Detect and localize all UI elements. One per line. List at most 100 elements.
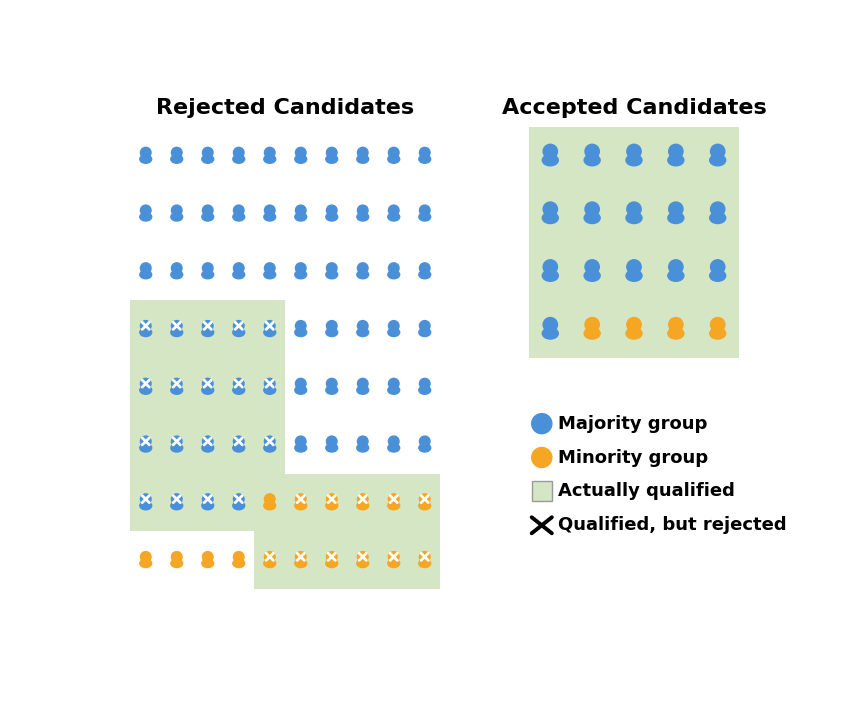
- Circle shape: [710, 317, 725, 332]
- Ellipse shape: [326, 155, 337, 163]
- Circle shape: [669, 317, 683, 332]
- Circle shape: [140, 493, 151, 504]
- Ellipse shape: [626, 328, 642, 339]
- Circle shape: [140, 263, 151, 274]
- Circle shape: [295, 205, 306, 216]
- Circle shape: [295, 436, 306, 447]
- FancyBboxPatch shape: [254, 532, 440, 589]
- Circle shape: [389, 378, 399, 389]
- Ellipse shape: [357, 559, 369, 568]
- Circle shape: [203, 436, 213, 447]
- Ellipse shape: [326, 501, 337, 510]
- Text: Qualified, but rejected: Qualified, but rejected: [558, 516, 787, 534]
- Ellipse shape: [388, 559, 400, 568]
- Text: Majority group: Majority group: [558, 414, 707, 433]
- Circle shape: [203, 320, 213, 331]
- Circle shape: [171, 551, 182, 562]
- Ellipse shape: [388, 444, 400, 452]
- Ellipse shape: [233, 155, 245, 163]
- Circle shape: [326, 147, 337, 158]
- Circle shape: [389, 320, 399, 331]
- Circle shape: [295, 378, 306, 389]
- Circle shape: [171, 205, 182, 216]
- Circle shape: [389, 263, 399, 274]
- Ellipse shape: [171, 386, 182, 395]
- Circle shape: [326, 436, 337, 447]
- Ellipse shape: [584, 270, 600, 281]
- Ellipse shape: [543, 155, 558, 166]
- Circle shape: [234, 436, 244, 447]
- Ellipse shape: [171, 155, 182, 163]
- Circle shape: [203, 551, 213, 562]
- Circle shape: [203, 205, 213, 216]
- Circle shape: [234, 320, 244, 331]
- Ellipse shape: [326, 213, 337, 221]
- Ellipse shape: [202, 271, 214, 279]
- Circle shape: [532, 448, 552, 467]
- Circle shape: [669, 144, 683, 158]
- Ellipse shape: [357, 444, 369, 452]
- Circle shape: [203, 378, 213, 389]
- Ellipse shape: [388, 155, 400, 163]
- Circle shape: [710, 259, 725, 274]
- Circle shape: [358, 205, 368, 216]
- Ellipse shape: [294, 501, 306, 510]
- Circle shape: [358, 493, 368, 504]
- Circle shape: [358, 263, 368, 274]
- Ellipse shape: [264, 444, 276, 452]
- Ellipse shape: [171, 444, 182, 452]
- FancyBboxPatch shape: [130, 416, 285, 474]
- Circle shape: [140, 205, 151, 216]
- Circle shape: [265, 320, 275, 331]
- Circle shape: [419, 147, 430, 158]
- Ellipse shape: [264, 501, 276, 510]
- Ellipse shape: [626, 270, 642, 281]
- Circle shape: [669, 259, 683, 274]
- Ellipse shape: [326, 559, 337, 568]
- Ellipse shape: [140, 444, 152, 452]
- Ellipse shape: [233, 271, 245, 279]
- Ellipse shape: [710, 328, 726, 339]
- Circle shape: [627, 144, 641, 158]
- Circle shape: [389, 551, 399, 562]
- Ellipse shape: [584, 155, 600, 166]
- Ellipse shape: [140, 155, 152, 163]
- Ellipse shape: [543, 212, 558, 223]
- Circle shape: [326, 493, 337, 504]
- Circle shape: [171, 263, 182, 274]
- Ellipse shape: [419, 559, 431, 568]
- Ellipse shape: [326, 271, 337, 279]
- Ellipse shape: [233, 213, 245, 221]
- Circle shape: [544, 144, 557, 158]
- FancyBboxPatch shape: [130, 300, 285, 358]
- Circle shape: [627, 202, 641, 216]
- Ellipse shape: [357, 501, 369, 510]
- Circle shape: [171, 147, 182, 158]
- Ellipse shape: [171, 559, 182, 568]
- FancyBboxPatch shape: [130, 358, 285, 416]
- Ellipse shape: [264, 386, 276, 395]
- Circle shape: [358, 147, 368, 158]
- Ellipse shape: [264, 271, 276, 279]
- Ellipse shape: [202, 213, 214, 221]
- Circle shape: [544, 317, 557, 332]
- Circle shape: [171, 493, 182, 504]
- Ellipse shape: [140, 386, 152, 395]
- Circle shape: [358, 378, 368, 389]
- Circle shape: [585, 144, 599, 158]
- Circle shape: [295, 493, 306, 504]
- Ellipse shape: [202, 386, 214, 395]
- Ellipse shape: [264, 213, 276, 221]
- Circle shape: [171, 436, 182, 447]
- Ellipse shape: [388, 501, 400, 510]
- Circle shape: [326, 320, 337, 331]
- Ellipse shape: [202, 559, 214, 568]
- Ellipse shape: [626, 155, 642, 166]
- Circle shape: [358, 551, 368, 562]
- Circle shape: [710, 202, 725, 216]
- Ellipse shape: [357, 155, 369, 163]
- Circle shape: [265, 263, 275, 274]
- Ellipse shape: [264, 559, 276, 568]
- Ellipse shape: [584, 328, 600, 339]
- Circle shape: [389, 436, 399, 447]
